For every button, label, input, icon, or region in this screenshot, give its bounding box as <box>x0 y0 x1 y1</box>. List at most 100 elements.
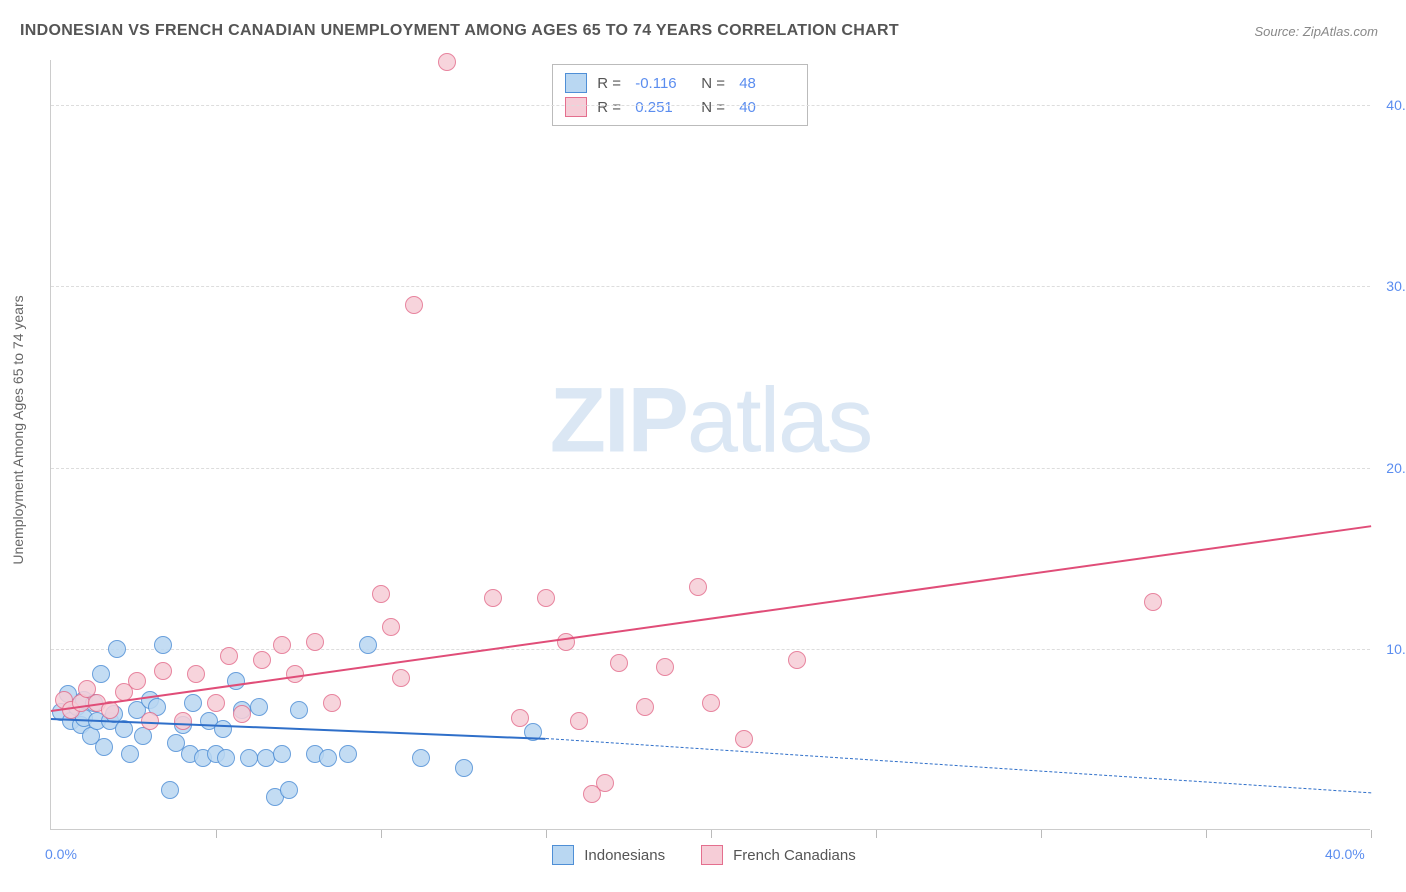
n-value-french-canadians: 40 <box>739 99 795 116</box>
data-point-french_canadians <box>372 585 390 603</box>
data-point-french_canadians <box>1144 593 1162 611</box>
data-point-french_canadians <box>128 672 146 690</box>
legend-label-indonesians: Indonesians <box>584 847 665 864</box>
corr-row-french-canadians: R = 0.251 N = 40 <box>565 95 795 119</box>
data-point-french_canadians <box>207 694 225 712</box>
data-point-indonesians <box>280 781 298 799</box>
grid-line-h <box>51 468 1370 469</box>
trend-line <box>546 738 1371 793</box>
data-point-indonesians <box>214 720 232 738</box>
data-point-indonesians <box>359 636 377 654</box>
chart-title: INDONESIAN VS FRENCH CANADIAN UNEMPLOYME… <box>20 22 899 40</box>
r-label: R = <box>597 99 625 116</box>
y-axis-title: Unemployment Among Ages 65 to 74 years <box>10 295 26 564</box>
data-point-french_canadians <box>656 658 674 676</box>
y-tick-label: 40.0% <box>1386 97 1406 113</box>
data-point-french_canadians <box>537 589 555 607</box>
legend-label-french-canadians: French Canadians <box>733 847 856 864</box>
data-point-indonesians <box>319 749 337 767</box>
data-point-indonesians <box>217 749 235 767</box>
data-point-french_canadians <box>484 589 502 607</box>
data-point-indonesians <box>121 745 139 763</box>
y-tick-label: 10.0% <box>1386 641 1406 657</box>
y-tick-label: 30.0% <box>1386 278 1406 294</box>
data-point-indonesians <box>108 640 126 658</box>
grid-line-h <box>51 286 1370 287</box>
grid-line-h <box>51 649 1370 650</box>
plot-area: ZIPatlas R = -0.116 N = 48 R = 0.251 N =… <box>50 60 1370 830</box>
data-point-indonesians <box>257 749 275 767</box>
data-point-french_canadians <box>438 53 456 71</box>
grid-line-v <box>546 830 547 838</box>
data-point-french_canadians <box>273 636 291 654</box>
y-tick-label: 20.0% <box>1386 460 1406 476</box>
data-point-french_canadians <box>392 669 410 687</box>
data-point-french_canadians <box>735 730 753 748</box>
data-point-french_canadians <box>382 618 400 636</box>
x-tick-label: 40.0% <box>1325 846 1365 862</box>
swatch-french-canadians <box>565 97 587 117</box>
data-point-french_canadians <box>511 709 529 727</box>
data-point-french_canadians <box>220 647 238 665</box>
source-prefix: Source: <box>1254 24 1302 39</box>
data-point-indonesians <box>95 738 113 756</box>
grid-line-h <box>51 105 1370 106</box>
grid-line-v <box>381 830 382 838</box>
data-point-french_canadians <box>253 651 271 669</box>
data-point-indonesians <box>455 759 473 777</box>
data-point-indonesians <box>273 745 291 763</box>
data-point-french_canadians <box>187 665 205 683</box>
watermark: ZIPatlas <box>550 369 871 474</box>
watermark-atlas: atlas <box>687 370 871 472</box>
source-name: ZipAtlas.com <box>1303 24 1378 39</box>
n-label: N = <box>701 99 729 116</box>
data-point-indonesians <box>290 701 308 719</box>
grid-line-v <box>216 830 217 838</box>
r-label: R = <box>597 75 625 92</box>
x-tick-label: 0.0% <box>45 846 77 862</box>
legend-swatch-indonesians <box>552 845 574 865</box>
data-point-french_canadians <box>233 705 251 723</box>
data-point-indonesians <box>250 698 268 716</box>
data-point-indonesians <box>412 749 430 767</box>
n-value-indonesians: 48 <box>739 75 795 92</box>
data-point-indonesians <box>92 665 110 683</box>
chart-source: Source: ZipAtlas.com <box>1254 24 1378 39</box>
legend-item-indonesians: Indonesians <box>552 845 665 865</box>
data-point-indonesians <box>339 745 357 763</box>
corr-row-indonesians: R = -0.116 N = 48 <box>565 71 795 95</box>
data-point-french_canadians <box>306 633 324 651</box>
series-legend: Indonesians French Canadians <box>552 845 855 865</box>
data-point-french_canadians <box>702 694 720 712</box>
data-point-indonesians <box>184 694 202 712</box>
n-label: N = <box>701 75 729 92</box>
r-value-french-canadians: 0.251 <box>635 99 691 116</box>
correlation-legend: R = -0.116 N = 48 R = 0.251 N = 40 <box>552 64 808 126</box>
grid-line-v <box>1041 830 1042 838</box>
r-value-indonesians: -0.116 <box>635 75 691 92</box>
data-point-french_canadians <box>154 662 172 680</box>
grid-line-v <box>711 830 712 838</box>
data-point-french_canadians <box>174 712 192 730</box>
chart-container: INDONESIAN VS FRENCH CANADIAN UNEMPLOYME… <box>0 0 1406 892</box>
data-point-french_canadians <box>323 694 341 712</box>
data-point-french_canadians <box>557 633 575 651</box>
data-point-french_canadians <box>570 712 588 730</box>
trend-line <box>51 526 1371 713</box>
grid-line-v <box>1371 830 1372 838</box>
data-point-french_canadians <box>583 785 601 803</box>
data-point-french_canadians <box>610 654 628 672</box>
swatch-indonesians <box>565 73 587 93</box>
legend-swatch-french-canadians <box>701 845 723 865</box>
data-point-indonesians <box>240 749 258 767</box>
data-point-french_canadians <box>788 651 806 669</box>
data-point-french_canadians <box>405 296 423 314</box>
data-point-indonesians <box>227 672 245 690</box>
grid-line-v <box>1206 830 1207 838</box>
grid-line-v <box>876 830 877 838</box>
data-point-indonesians <box>154 636 172 654</box>
data-point-french_canadians <box>689 578 707 596</box>
data-point-indonesians <box>161 781 179 799</box>
data-point-french_canadians <box>636 698 654 716</box>
watermark-zip: ZIP <box>550 370 687 472</box>
